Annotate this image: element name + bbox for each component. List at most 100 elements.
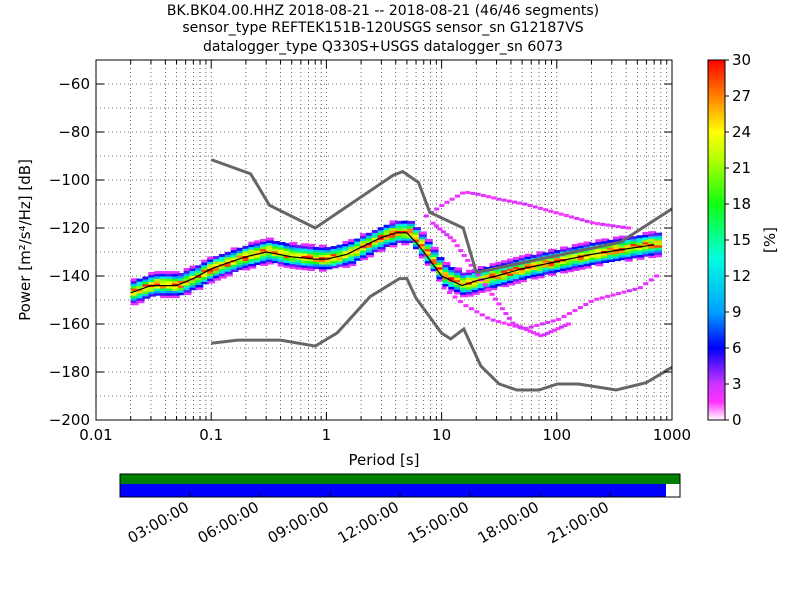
- heatmap-cell: [554, 250, 563, 254]
- heatmap-cell: [630, 238, 639, 242]
- heatmap-cell: [148, 288, 157, 292]
- heatmap-cell: [395, 230, 404, 234]
- heatmap-cell: [195, 265, 204, 269]
- heatmap-cell: [377, 246, 386, 250]
- heatmap-cell: [571, 253, 580, 257]
- heatmap-cell: [401, 232, 410, 236]
- heatmap-cell: [448, 276, 457, 280]
- heatmap-cell: [524, 268, 533, 272]
- heatmap-cell: [183, 282, 192, 286]
- heatmap-cell: [648, 255, 657, 259]
- heatmap-cell: [430, 263, 439, 267]
- heatmap-cell: [365, 242, 374, 246]
- coverage-tick-label: 06:00:00: [195, 498, 262, 547]
- heatmap-cell: [371, 232, 380, 236]
- heatmap-cell: [248, 265, 257, 269]
- heatmap-cell: [436, 269, 445, 273]
- heatmap-cell: [136, 281, 145, 285]
- heatmap-cell: [524, 256, 533, 260]
- heatmap-cell: [213, 272, 221, 276]
- heatmap-cell: [612, 236, 621, 240]
- heatmap-cell: [506, 316, 512, 320]
- heatmap-cell: [442, 271, 451, 275]
- heatmap-cell: [189, 275, 198, 279]
- heatmap-cell: [254, 245, 263, 249]
- heatmap-cell: [465, 276, 474, 280]
- heatmap-cell: [496, 302, 502, 306]
- heatmap-cell: [654, 237, 663, 241]
- heatmap-cell: [607, 247, 616, 251]
- heatmap-cell: [471, 286, 480, 290]
- heatmap-cell: [636, 252, 645, 256]
- heatmap-cell: [512, 266, 521, 270]
- heatmap-cell: [207, 273, 216, 277]
- heatmap-cell: [624, 237, 633, 241]
- heatmap-cell: [542, 252, 551, 256]
- heatmap-cell: [283, 262, 292, 266]
- heatmap-cell: [207, 270, 216, 274]
- heatmap-cell: [460, 291, 468, 295]
- heatmap-cell: [618, 245, 627, 249]
- heatmap-cell: [489, 272, 498, 276]
- heatmap-cell: [230, 264, 239, 268]
- heatmap-cell: [577, 252, 586, 256]
- heatmap-cell: [454, 244, 460, 248]
- heatmap-cell: [632, 287, 638, 291]
- heatmap-cell: [612, 255, 621, 259]
- heatmap-cell: [648, 231, 657, 235]
- heatmap-cell: [430, 256, 439, 260]
- heatmap-cell: [489, 270, 498, 274]
- title-line-1: BK.BK04.00.HHZ 2018-08-21 -- 2018-08-21 …: [166, 3, 600, 19]
- heatmap-cell: [360, 233, 368, 237]
- heatmap-cell: [407, 237, 416, 241]
- heatmap-cell: [248, 256, 257, 260]
- heatmap-cell: [475, 273, 481, 277]
- heatmap-cell: [301, 264, 310, 268]
- heatmap-cell: [307, 246, 316, 250]
- heatmap-cell: [154, 283, 163, 287]
- heatmap-cell: [612, 253, 621, 257]
- heatmap-cell: [465, 291, 474, 295]
- heatmap-cell: [365, 232, 374, 236]
- heatmap-cell: [271, 255, 280, 259]
- heatmap-cell: [548, 265, 557, 269]
- heatmap-cell: [436, 266, 445, 270]
- heatmap-cell: [654, 235, 663, 239]
- heatmap-cell: [548, 270, 557, 274]
- heatmap-cell: [536, 251, 545, 255]
- heatmap-cell: [171, 280, 180, 284]
- heatmap-cell: [342, 245, 351, 249]
- heatmap-cell: [413, 229, 421, 233]
- heatmap-cell: [201, 281, 210, 285]
- heatmap-cell: [377, 236, 386, 240]
- heatmap-cell: [460, 279, 468, 283]
- heatmap-cell: [307, 267, 316, 271]
- heatmap-cell: [201, 271, 210, 275]
- heatmap-cell: [389, 234, 398, 238]
- colorbar-tick-label: 15: [732, 231, 751, 249]
- heatmap-cell: [413, 231, 421, 235]
- heatmap-cell: [430, 258, 439, 262]
- heatmap-cell: [560, 260, 568, 264]
- heatmap-cell: [195, 282, 204, 286]
- heatmap-cell: [477, 289, 486, 293]
- noise-model-upper: [210, 158, 672, 275]
- heatmap-cell: [401, 230, 410, 234]
- heatmap-cell: [565, 269, 574, 273]
- heatmap-cell: [260, 255, 268, 259]
- heatmap-cell: [171, 278, 180, 282]
- heatmap-cell: [461, 253, 467, 257]
- heatmap-cell: [207, 256, 216, 260]
- heatmap-cell: [618, 254, 627, 258]
- heatmap-cell: [507, 323, 513, 327]
- heatmap-cell: [612, 258, 621, 262]
- heatmap-cell: [365, 239, 374, 243]
- heatmap-cell: [636, 254, 645, 258]
- heatmap-cell: [550, 319, 556, 323]
- heatmap-cell: [648, 252, 657, 256]
- heatmap-cell: [283, 247, 292, 251]
- heatmap-cell: [552, 328, 558, 332]
- heatmap-cell: [424, 253, 433, 257]
- heatmap-cell: [610, 224, 616, 228]
- heatmap-cell: [482, 283, 488, 287]
